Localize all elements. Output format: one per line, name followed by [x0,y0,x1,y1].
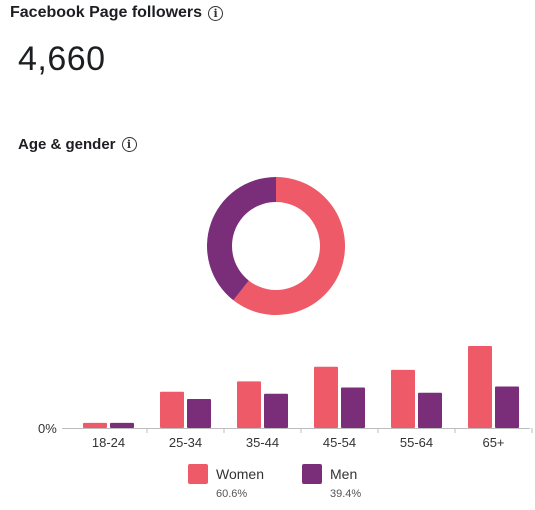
page-followers-title-text: Facebook Page followers [10,4,203,21]
bar-men-55-64[interactable] [418,392,442,428]
bar-women-55-64[interactable] [391,369,415,428]
age-gender-title-text: Age & gender [18,136,116,153]
legend-label-women: Women [216,466,264,482]
follower-count: 4,660 [18,40,106,78]
page-followers-title: Facebook Page followers i [10,4,224,22]
chart-legend: Women 60.6% Men 39.4% [0,462,535,510]
x-tick-label: 35-44 [246,435,279,450]
age-gender-title: Age & gender i [18,136,137,153]
donut-slice-men[interactable] [206,177,276,301]
legend-percent-men: 39.4% [330,488,362,500]
bar-men-35-44[interactable] [264,393,288,428]
info-icon[interactable]: i [208,5,224,21]
bar-women-18-24[interactable] [83,422,107,428]
bar-men-18-24[interactable] [110,422,134,428]
info-icon[interactable]: i [121,137,137,152]
x-tick-label: 65+ [482,435,504,450]
bar-men-25-34[interactable] [187,398,211,428]
legend-label-men: Men [330,466,358,482]
bar-men-65+[interactable] [495,386,519,429]
x-tick-label: 45-54 [323,435,356,450]
donut-slice-women[interactable] [233,177,345,316]
bar-women-65+[interactable] [468,346,492,428]
legend-swatch-women [188,464,208,484]
legend-swatch-men [302,464,322,484]
y-tick-label: 0% [38,421,57,436]
legend-percent-women: 60.6% [216,488,248,500]
x-tick-label: 55-64 [400,435,433,450]
bar-women-45-54[interactable] [314,366,338,428]
x-tick-label: 18-24 [92,435,125,450]
x-tick-label: 25-34 [169,435,202,450]
bar-men-45-54[interactable] [341,387,365,428]
bar-women-35-44[interactable] [237,381,261,428]
bar-women-25-34[interactable] [160,391,184,428]
age-gender-chart: 0% 18-24 25-34 35-44 45-54 55-64 65+ [38,177,533,450]
